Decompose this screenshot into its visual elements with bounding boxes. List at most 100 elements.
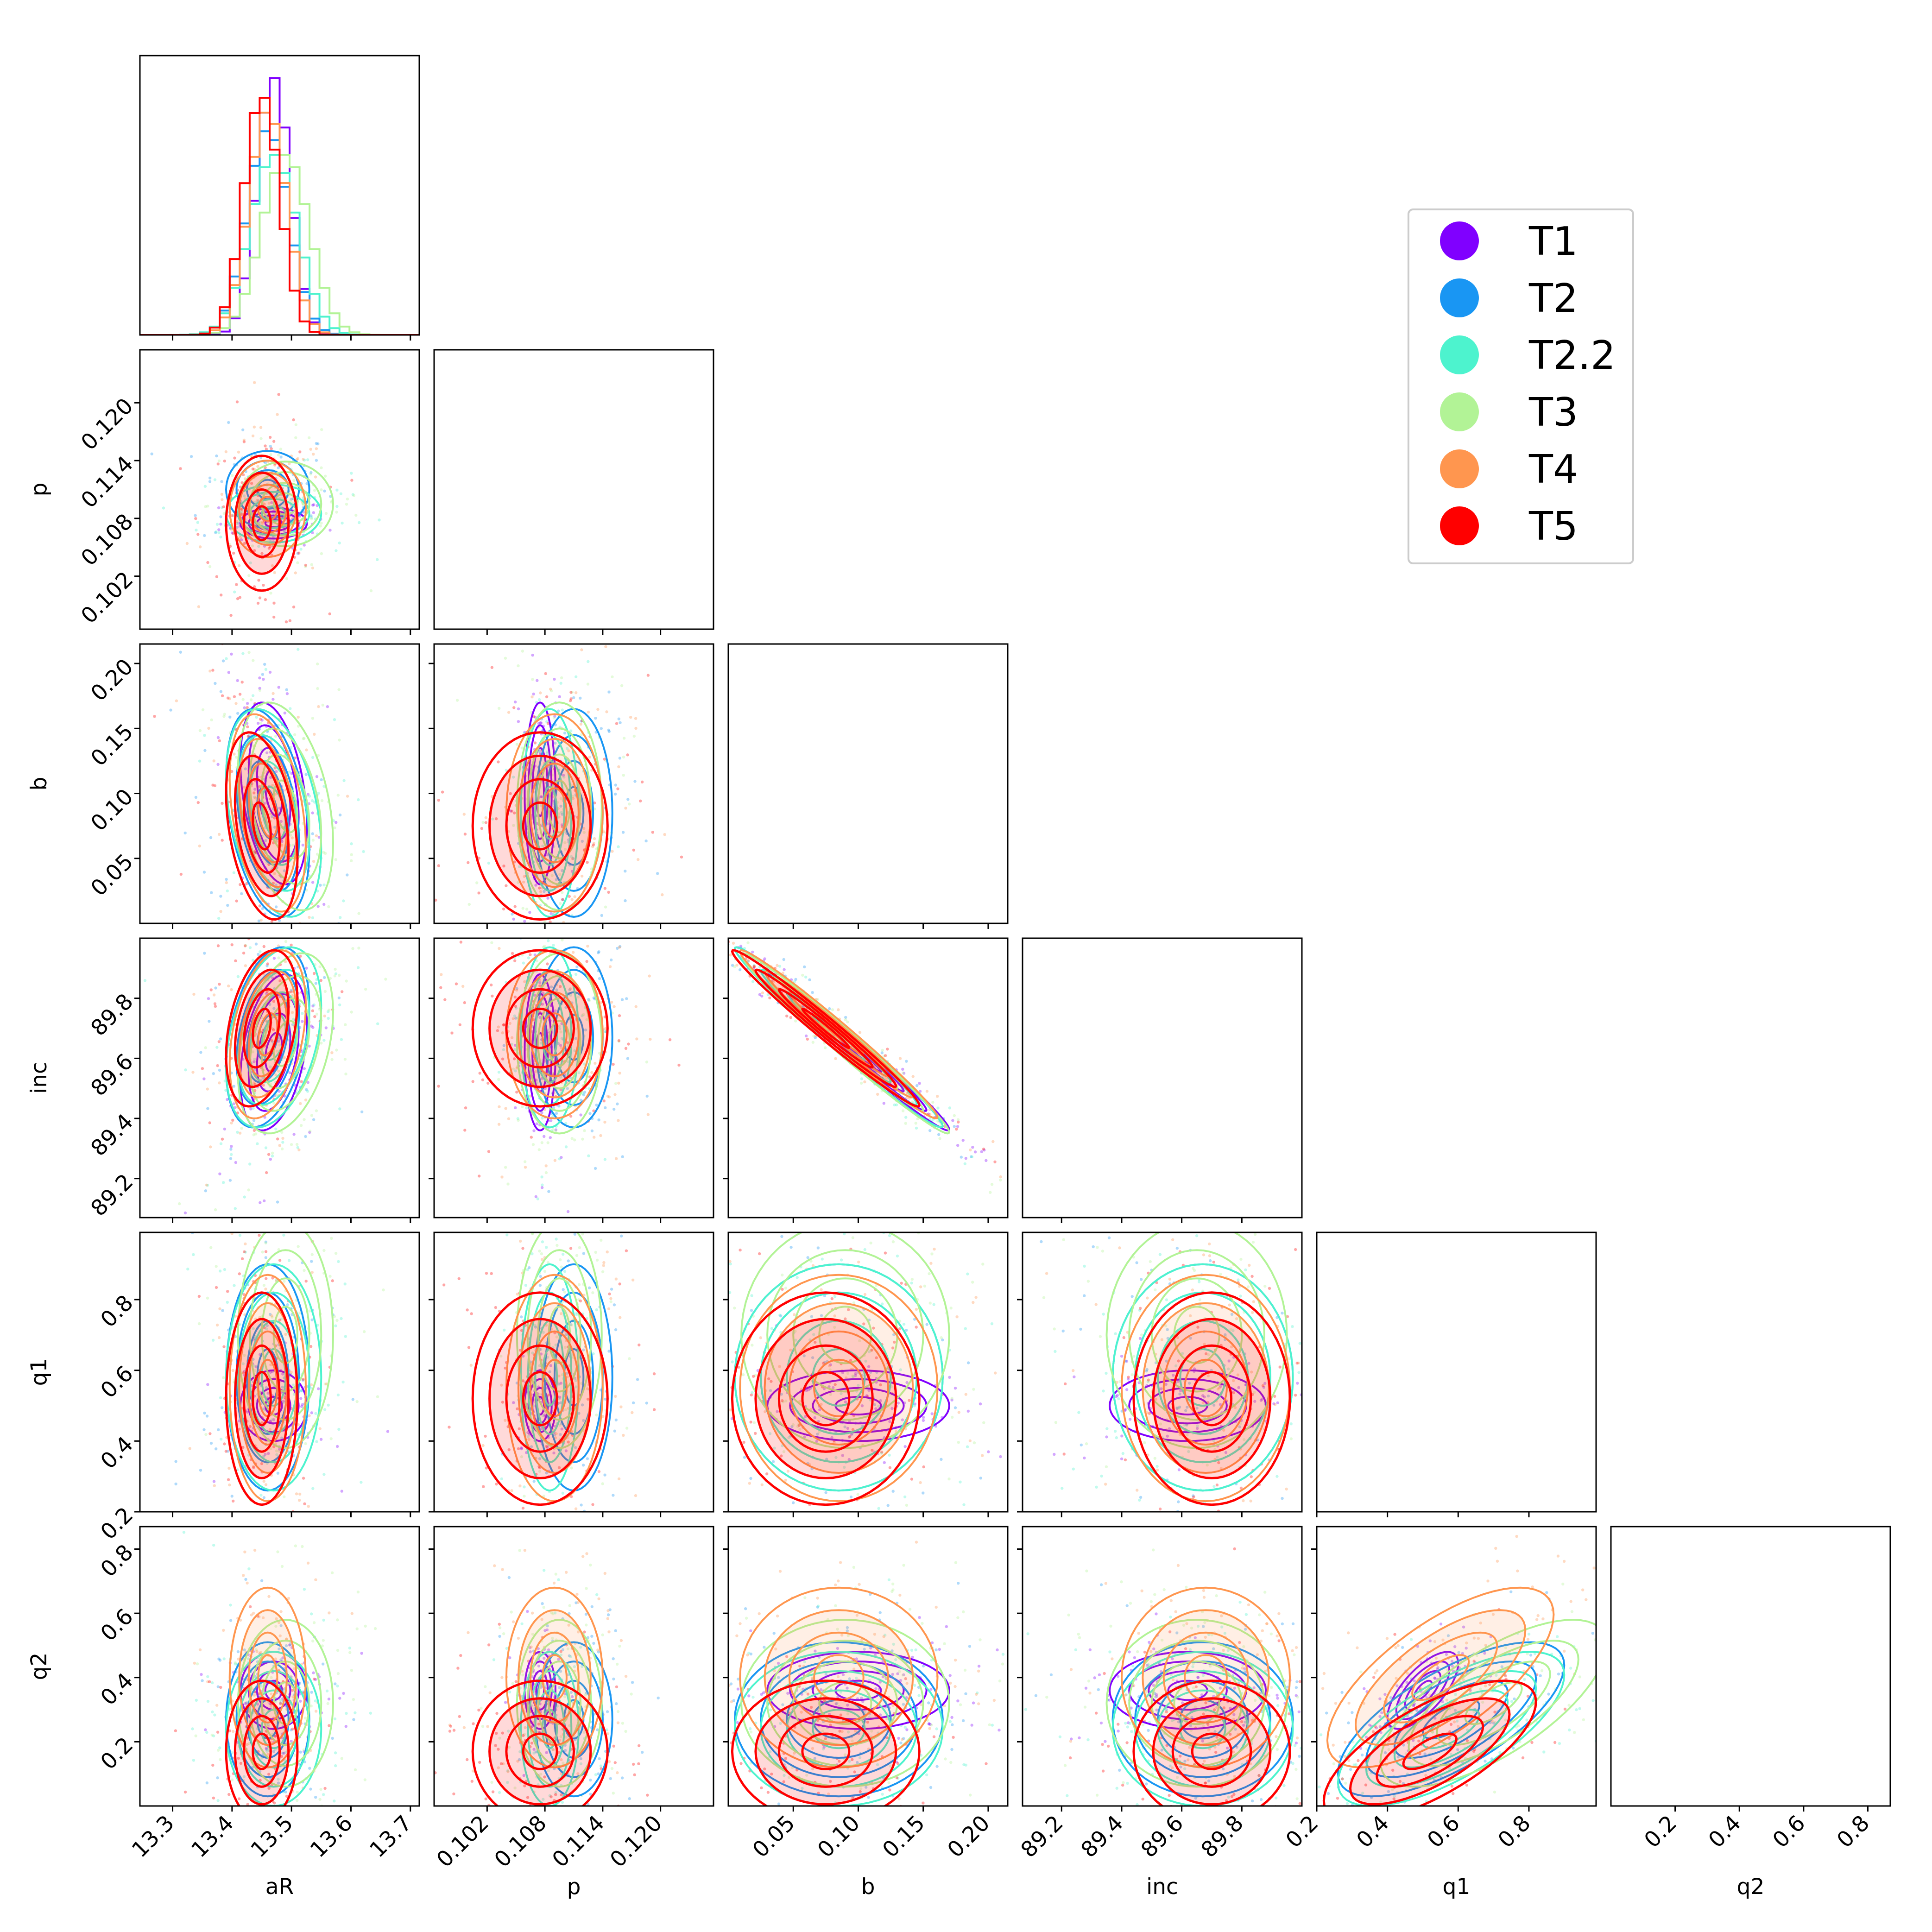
- sample-point: [964, 1327, 967, 1330]
- sample-point: [982, 1421, 985, 1424]
- sample-point: [607, 1307, 611, 1311]
- sample-point: [218, 1172, 221, 1175]
- sample-point: [269, 1065, 272, 1068]
- sample-point: [531, 653, 534, 657]
- sample-point: [742, 1373, 745, 1376]
- sample-point: [603, 1158, 607, 1161]
- panel-b-vs-p: [434, 611, 683, 923]
- sample-point: [794, 1330, 797, 1333]
- sample-point: [902, 1322, 906, 1326]
- sample-point: [502, 1023, 505, 1026]
- sample-point: [640, 780, 644, 784]
- sample-point: [603, 1120, 606, 1124]
- sample-point: [252, 1327, 255, 1330]
- sample-point: [255, 1211, 258, 1214]
- sample-point: [311, 1026, 315, 1029]
- sample-point: [242, 1212, 245, 1215]
- sample-point: [350, 859, 353, 863]
- contour-T5: [522, 801, 558, 851]
- sample-point: [534, 884, 537, 887]
- sample-point: [303, 1118, 306, 1121]
- sample-point: [334, 858, 337, 861]
- sample-point: [317, 1387, 320, 1390]
- sample-point: [867, 1365, 871, 1368]
- sample-point: [299, 548, 303, 551]
- density-fill-T5: [755, 970, 896, 1087]
- sample-point: [570, 1495, 573, 1498]
- sample-point: [205, 1183, 208, 1187]
- sample-point: [564, 1408, 568, 1411]
- sample-point: [269, 934, 271, 937]
- sample-point: [259, 722, 263, 725]
- sample-point: [646, 1113, 650, 1116]
- sample-point: [724, 1454, 727, 1457]
- histogram-p-T1: [434, 372, 713, 629]
- sample-point: [301, 1020, 304, 1023]
- sample-point: [212, 759, 215, 763]
- sample-point: [216, 944, 220, 947]
- sample-point: [776, 1410, 779, 1413]
- sample-point: [891, 1490, 895, 1493]
- sample-point: [364, 987, 367, 991]
- sample-point: [236, 1130, 239, 1134]
- sample-point: [540, 1252, 543, 1256]
- contour-T3: [249, 1249, 322, 1421]
- sample-point: [340, 1038, 343, 1041]
- sample-point: [244, 964, 247, 967]
- histogram-b-T3: [728, 697, 1008, 923]
- sample-point: [697, 933, 700, 936]
- sample-point: [585, 1546, 587, 1549]
- density-fill-T5: [489, 1319, 591, 1478]
- sample-point: [602, 1099, 606, 1103]
- sample-point: [645, 863, 648, 866]
- sample-point: [544, 672, 547, 676]
- sample-point: [868, 1350, 871, 1353]
- sample-point: [913, 1404, 916, 1408]
- sample-point: [789, 1016, 792, 1019]
- sample-point: [521, 611, 524, 614]
- sample-point: [343, 1282, 347, 1286]
- sample-point: [569, 729, 573, 732]
- sample-point: [219, 515, 222, 518]
- sample-point: [512, 917, 515, 921]
- sample-point: [948, 1376, 951, 1379]
- contour-T3: [516, 1232, 603, 1449]
- sample-point: [248, 946, 252, 949]
- sample-point: [323, 927, 326, 930]
- sample-point: [884, 1054, 887, 1057]
- sample-point: [312, 453, 315, 456]
- sample-point: [512, 706, 516, 709]
- sample-point: [608, 965, 612, 968]
- sample-point: [540, 1258, 544, 1261]
- sample-point: [535, 1122, 538, 1125]
- sample-point: [440, 973, 443, 976]
- sample-point: [760, 1517, 763, 1520]
- sample-point: [807, 1388, 810, 1392]
- sample-point: [497, 1025, 500, 1029]
- sample-point: [550, 985, 553, 989]
- sample-point: [260, 552, 264, 555]
- sample-point: [999, 1178, 1002, 1182]
- sample-point: [592, 843, 595, 846]
- sample-point: [507, 711, 511, 714]
- sample-point: [293, 1084, 297, 1087]
- sample-point: [268, 670, 272, 674]
- sample-point: [949, 1219, 952, 1222]
- sample-point: [537, 1565, 540, 1568]
- sample-point: [328, 998, 331, 1001]
- sample-point: [582, 827, 586, 830]
- sample-point: [640, 1212, 643, 1215]
- sample-point: [543, 1087, 547, 1090]
- sample-point: [341, 1380, 345, 1384]
- sample-point: [582, 831, 586, 834]
- sample-point: [235, 525, 239, 529]
- sample-point: [971, 1281, 974, 1284]
- sample-point: [751, 980, 755, 983]
- sample-point: [236, 712, 240, 715]
- sample-point: [695, 1375, 698, 1378]
- sample-point: [577, 1412, 581, 1415]
- sample-point: [618, 757, 622, 760]
- sample-point: [617, 765, 620, 769]
- sample-point: [220, 506, 224, 510]
- sample-point: [806, 1037, 809, 1041]
